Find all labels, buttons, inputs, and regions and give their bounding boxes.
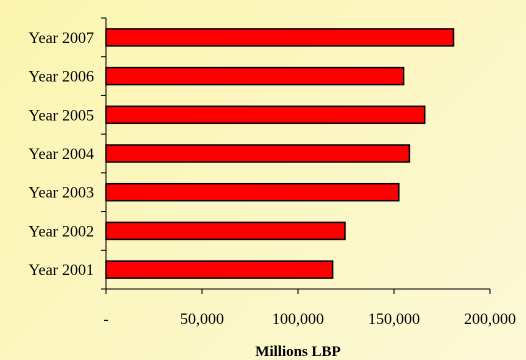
bar xyxy=(105,66,405,86)
x-tick-label: 150,000 xyxy=(368,311,420,328)
y-tick-label: Year 2001 xyxy=(29,262,94,279)
bar xyxy=(105,28,455,47)
bar xyxy=(105,182,400,202)
x-tick-label: 200,000 xyxy=(464,311,516,328)
y-tick-label: Year 2005 xyxy=(29,107,94,124)
y-tick-label: Year 2006 xyxy=(29,69,94,86)
y-tick-label: Year 2003 xyxy=(29,185,94,202)
bars-group xyxy=(105,28,455,279)
y-tick-label: Year 2004 xyxy=(29,146,94,163)
x-axis: - 50,000 100,000 150,000 200,000 xyxy=(101,17,516,328)
y-tick-label: Year 2007 xyxy=(29,30,94,47)
x-tick-label: - xyxy=(103,311,108,328)
y-tick-label: Year 2002 xyxy=(29,223,94,240)
bar xyxy=(105,105,426,125)
bar xyxy=(105,144,411,163)
bar xyxy=(105,260,334,279)
x-tick-label: 50,000 xyxy=(180,311,224,328)
y-tick-labels: Year 2007 Year 2006 Year 2005 Year 2004 Year… xyxy=(29,30,94,279)
x-axis-title: Millions LBP xyxy=(255,344,340,360)
bar xyxy=(105,221,346,241)
x-tick-label: 100,000 xyxy=(272,311,324,328)
